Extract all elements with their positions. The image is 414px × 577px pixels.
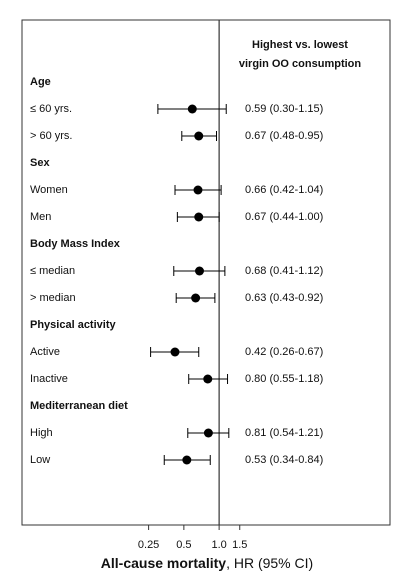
point-estimate bbox=[191, 293, 201, 303]
value-label: 0.53 (0.34-0.84) bbox=[245, 454, 323, 466]
group-header: Mediterranean diet bbox=[30, 400, 128, 412]
column-header: Highest vs. lowest bbox=[252, 39, 348, 51]
group-header: Age bbox=[30, 76, 51, 88]
x-tick-label: 1.5 bbox=[232, 539, 247, 551]
row-label: Women bbox=[30, 184, 68, 196]
row-label: > 60 yrs. bbox=[30, 130, 73, 142]
point-estimate bbox=[193, 185, 203, 195]
x-tick-label: 0.25 bbox=[138, 539, 159, 551]
point-estimate bbox=[187, 104, 197, 114]
value-label: 0.68 (0.41-1.12) bbox=[245, 265, 323, 277]
x-axis-label: All-cause mortality, HR (95% CI) bbox=[101, 555, 313, 571]
row-label: High bbox=[30, 427, 53, 439]
row-label: > median bbox=[30, 292, 76, 304]
row-label: ≤ 60 yrs. bbox=[30, 103, 72, 115]
x-axis-label-rest: , HR (95% CI) bbox=[226, 555, 313, 571]
value-label: 0.66 (0.42-1.04) bbox=[245, 184, 323, 196]
point-estimate bbox=[195, 266, 205, 276]
value-label: 0.42 (0.26-0.67) bbox=[245, 346, 323, 358]
point-estimate bbox=[203, 428, 213, 438]
group-header: Physical activity bbox=[30, 319, 116, 331]
point-estimate bbox=[194, 131, 204, 141]
point-estimate bbox=[194, 212, 204, 222]
x-tick-label: 1.0 bbox=[211, 539, 226, 551]
row-label: ≤ median bbox=[30, 265, 75, 277]
group-header: Sex bbox=[30, 157, 50, 169]
value-label: 0.59 (0.30-1.15) bbox=[245, 103, 323, 115]
x-axis-label-bold: All-cause mortality bbox=[101, 555, 226, 571]
value-label: 0.67 (0.48-0.95) bbox=[245, 130, 323, 142]
plot-frame bbox=[21, 19, 391, 526]
value-label: 0.67 (0.44-1.00) bbox=[245, 211, 323, 223]
column-header: virgin OO consumption bbox=[239, 58, 362, 70]
row-label: Men bbox=[30, 211, 51, 223]
point-estimate bbox=[203, 374, 213, 384]
group-header: Body Mass Index bbox=[30, 238, 121, 250]
point-estimate bbox=[170, 347, 180, 357]
row-label: Inactive bbox=[30, 373, 68, 385]
point-estimate bbox=[182, 455, 192, 465]
value-label: 0.81 (0.54-1.21) bbox=[245, 427, 323, 439]
x-tick-label: 0.5 bbox=[176, 539, 191, 551]
value-label: 0.63 (0.43-0.92) bbox=[245, 292, 323, 304]
row-label: Active bbox=[30, 346, 60, 358]
value-label: 0.80 (0.55-1.18) bbox=[245, 373, 323, 385]
row-label: Low bbox=[30, 454, 50, 466]
